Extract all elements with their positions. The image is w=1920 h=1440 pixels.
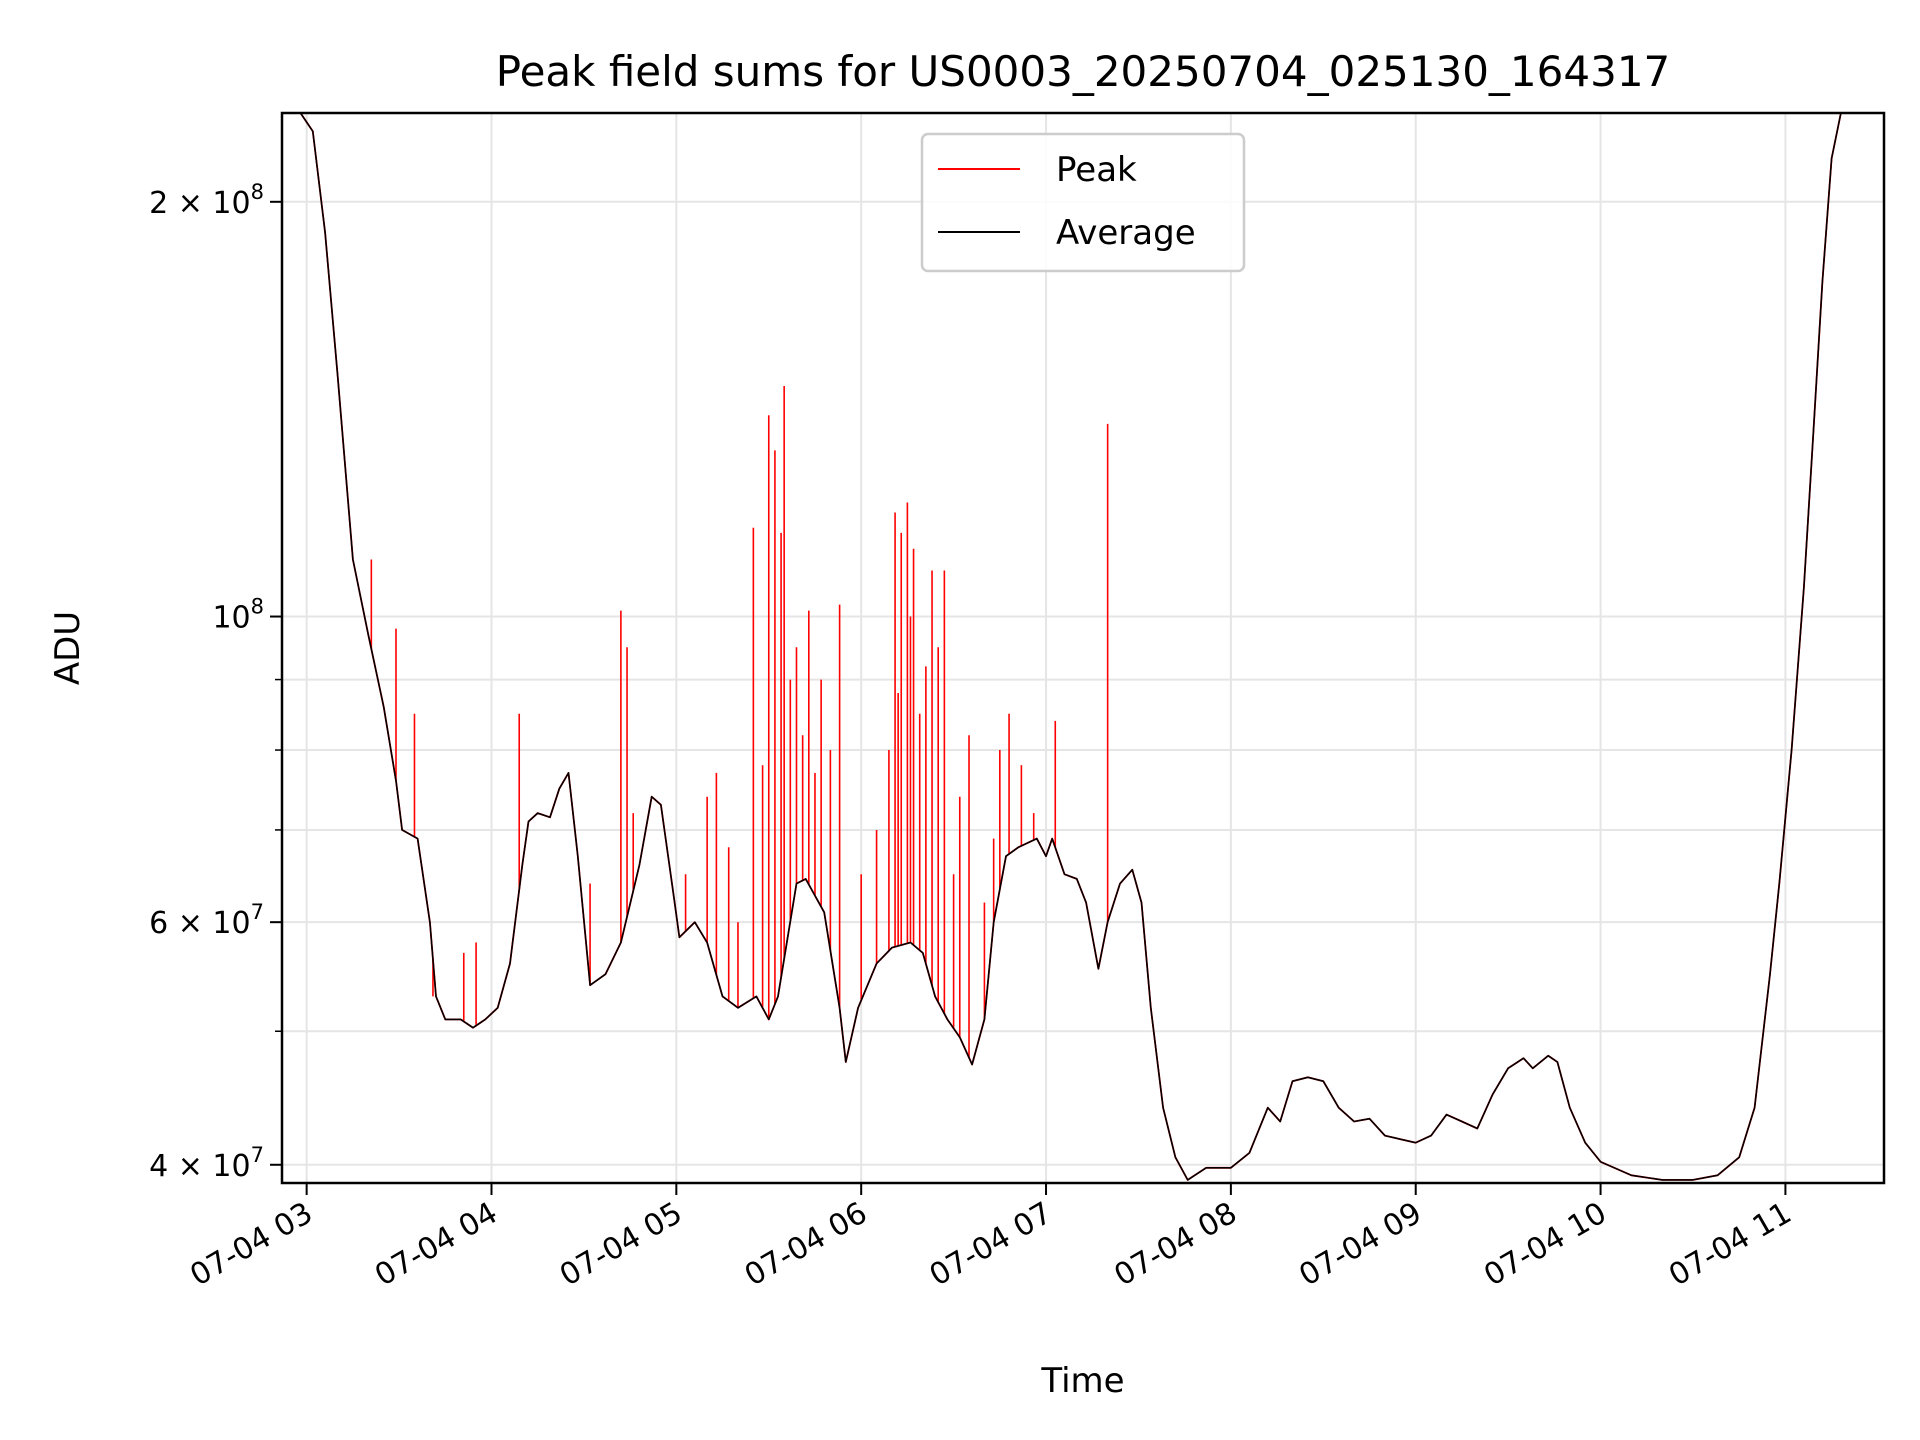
y-tick-label: 2 × 108 <box>149 180 264 221</box>
legend: Peak Average <box>920 132 1246 273</box>
grid-lines <box>282 113 1884 1183</box>
plot-frame <box>280 111 1886 1185</box>
series-average <box>282 112 1884 1181</box>
chart-title: Peak field sums for US0003_20250704_0251… <box>496 47 1671 96</box>
y-axis-label: ADU <box>48 611 88 685</box>
y-tick-label: 6 × 107 <box>149 900 264 941</box>
legend-label-average: Average <box>1056 213 1196 253</box>
plot-background <box>282 113 1884 1183</box>
x-axis-label: Time <box>1040 1361 1124 1401</box>
y-tick-label: 108 <box>212 595 264 636</box>
legend-label-peak: Peak <box>1056 150 1137 190</box>
average-line <box>282 112 1884 1181</box>
y-tick-label: 4 × 107 <box>149 1143 264 1184</box>
plot-area <box>280 111 1886 1185</box>
y-axis: 4 × 107 6 × 107 108 2 × 108 <box>149 180 282 1184</box>
